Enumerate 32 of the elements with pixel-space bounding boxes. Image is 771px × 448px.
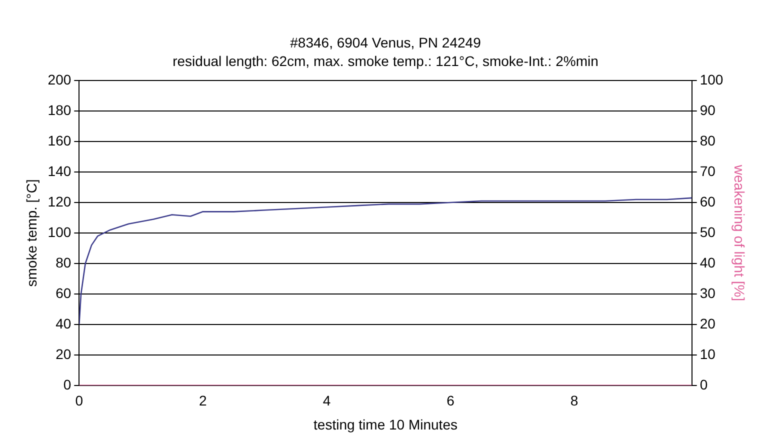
x-tick-label: 4 (322, 392, 331, 409)
y-tick-label: 140 (48, 162, 72, 179)
y2-tick-label: 40 (700, 254, 716, 270)
x-tick-label: 8 (570, 392, 578, 409)
x-tick-label: 6 (446, 392, 455, 409)
y-tick-label: 120 (48, 193, 72, 210)
y2-tick-label: 10 (700, 346, 716, 362)
y-tick-label: 100 (48, 224, 72, 240)
y2-tick-label: 90 (700, 102, 716, 118)
y-tick-label: 20 (56, 346, 72, 362)
y2-tick-label: 0 (700, 376, 708, 392)
y2-tick-label: 70 (700, 162, 716, 179)
y2-tick-label: 30 (700, 284, 716, 301)
y2-tick-label: 80 (700, 132, 716, 148)
x-axis-title: testing time 10 Minutes (314, 416, 458, 432)
y-tick-label: 40 (56, 315, 72, 332)
y-axis-title: smoke temp. [°C] (23, 179, 40, 287)
x-tick-label: 0 (75, 392, 84, 409)
chart-subtitle: residual length: 62cm, max. smoke temp.: 121°C, smoke-Int.: 2%min (172, 53, 598, 70)
chart-title: #8346, 6904 Venus, PN 24249 (290, 34, 482, 50)
y2-axis-title: weakening of light [%] (732, 164, 748, 302)
y2-tick-label: 20 (700, 315, 716, 332)
y2-tick-label: 50 (700, 224, 716, 240)
y-tick-label: 0 (63, 376, 72, 392)
x-tick-label: 2 (199, 392, 208, 409)
y-tick-label: 160 (48, 132, 72, 148)
y-tick-label: 80 (56, 254, 72, 270)
y2-tick-label: 100 (700, 71, 724, 88)
y-tick-label: 200 (48, 71, 72, 88)
y-tick-label: 60 (56, 284, 72, 301)
y-tick-label: 180 (48, 102, 72, 118)
y2-tick-label: 60 (700, 193, 716, 210)
